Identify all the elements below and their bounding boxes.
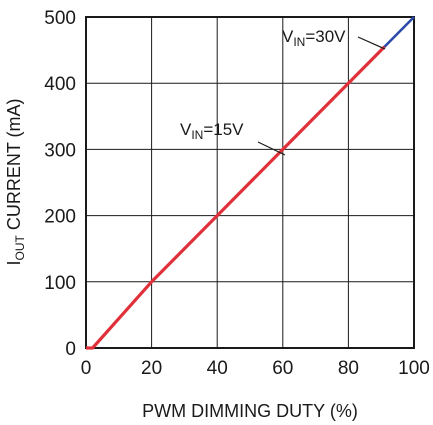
y-tick-label: 0 [65,339,76,360]
x-tick-label: 100 [398,358,430,379]
plot-frame [85,16,415,349]
x-tick-label: 80 [338,358,359,379]
series-line-vin-15v [86,45,386,350]
x-tick-label: 60 [272,358,293,379]
y-tick-label: 200 [44,207,76,228]
x-tick-label: 40 [207,358,228,379]
y-tick-label: 500 [44,8,76,29]
annotation-leader-line [357,36,386,50]
x-tick-label: 20 [141,358,162,379]
x-tick-label: 0 [81,358,92,379]
y-axis-label: IOUT CURRENT (mA) [4,98,27,265]
y-tick-label: 100 [44,273,76,294]
series-annotation-vin-30v: VIN=30V [282,27,346,49]
y-tick-label: 400 [44,74,76,95]
series-annotation-vin-15v: VIN=15V [180,120,244,142]
annotation-leader-line [257,141,286,156]
y-tick-label: 300 [44,140,76,161]
x-axis-label: PWM DIMMING DUTY (%) [142,401,358,421]
